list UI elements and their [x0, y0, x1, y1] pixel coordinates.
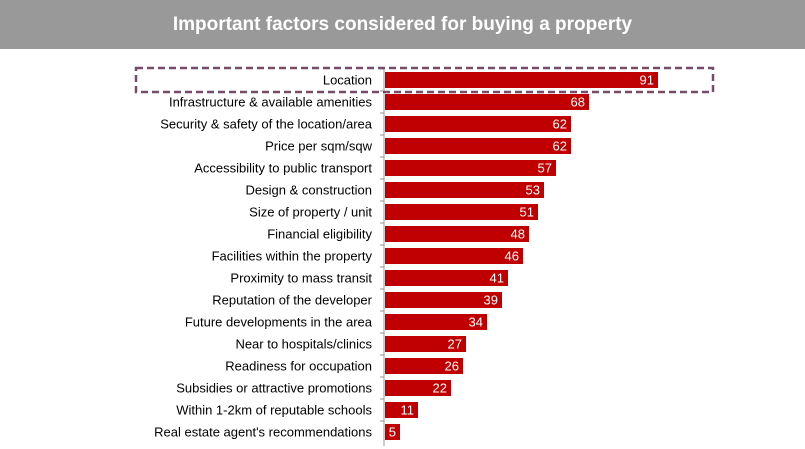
bar — [385, 94, 589, 110]
value-label: 57 — [538, 161, 552, 176]
bar — [385, 358, 463, 374]
category-label: Within 1-2km of reputable schools — [176, 403, 372, 418]
value-label: 53 — [526, 183, 540, 198]
bar — [385, 270, 508, 286]
category-label: Price per sqm/sqw — [265, 139, 373, 154]
category-label: Facilities within the property — [212, 249, 373, 264]
bar — [385, 380, 451, 396]
value-label: 91 — [640, 73, 654, 88]
value-label: 68 — [571, 95, 585, 110]
category-label: Reputation of the developer — [212, 293, 372, 308]
bar — [385, 182, 544, 198]
chart-title: Important factors considered for buying … — [172, 13, 633, 35]
bar — [385, 204, 538, 220]
value-label: 34 — [469, 315, 483, 330]
highlight-box — [134, 66, 715, 94]
value-label: 46 — [505, 249, 519, 264]
value-label: 11 — [401, 403, 415, 418]
title-bar: Important factors considered for buying … — [0, 0, 805, 49]
value-label: 27 — [448, 337, 462, 352]
category-label: Size of property / unit — [249, 205, 372, 220]
bar — [385, 292, 502, 308]
value-label: 22 — [433, 381, 447, 396]
category-label: Design & construction — [246, 183, 372, 198]
category-label: Financial eligibility — [267, 227, 372, 242]
bar — [385, 72, 658, 88]
value-label: 51 — [520, 205, 534, 220]
bar — [385, 116, 571, 132]
category-label: Near to hospitals/clinics — [235, 337, 372, 352]
bar — [385, 160, 556, 176]
category-label: Accessibility to public transport — [194, 161, 372, 176]
value-label: 5 — [389, 425, 396, 440]
bar — [385, 402, 418, 418]
value-label: 39 — [484, 293, 498, 308]
category-label: Real estate agent's recommendations — [154, 425, 372, 440]
category-label: Subsidies or attractive promotions — [176, 381, 372, 396]
bar — [385, 336, 466, 352]
category-label: Security & safety of the location/area — [160, 117, 372, 132]
value-label: 62 — [553, 117, 567, 132]
category-label: Infrastructure & available amenities — [169, 95, 373, 110]
value-label: 41 — [490, 271, 504, 286]
value-label: 48 — [511, 227, 525, 242]
category-label: Readiness for occupation — [225, 359, 372, 374]
value-label: 26 — [445, 359, 459, 374]
bar — [385, 248, 523, 264]
bar — [385, 314, 487, 330]
bar — [385, 226, 529, 242]
category-label: Future developments in the area — [185, 315, 373, 330]
value-label: 62 — [553, 139, 567, 154]
bar — [385, 138, 571, 154]
category-label: Proximity to mass transit — [230, 271, 372, 286]
category-label: Location — [323, 73, 372, 88]
bar — [385, 424, 400, 440]
